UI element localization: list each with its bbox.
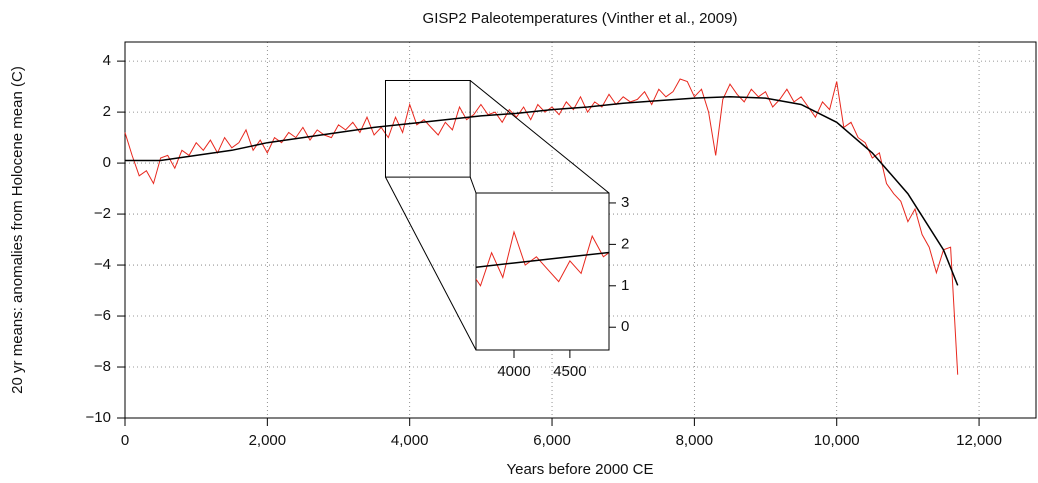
zoom-connector (385, 176, 477, 351)
y-tick-label: −4 (94, 256, 111, 273)
y-axis-label: 20 yr means: anomalies from Holocene mea… (9, 66, 26, 394)
inset-y-tick-label: 1 (621, 277, 629, 294)
x-axis-label: Years before 2000 CE (506, 461, 653, 478)
x-tick-label: 4,000 (391, 432, 429, 449)
inset-lines (476, 230, 609, 287)
data-line (125, 96, 959, 286)
y-tick-label: −2 (94, 205, 111, 222)
x-tick-label: 6,000 (533, 432, 571, 449)
inset-background (475, 192, 610, 351)
zoom-box (384, 79, 471, 178)
y-tick-label: −8 (94, 358, 111, 375)
x-tick-label: 0 (121, 432, 129, 449)
y-tick-label: −6 (94, 307, 111, 324)
y-tick-label: 0 (103, 154, 111, 171)
x-tick-label: 12,000 (956, 432, 1002, 449)
y-tick-label: 2 (103, 103, 111, 120)
x-tick-label: 2,000 (249, 432, 287, 449)
data-line (124, 78, 959, 375)
inset-y-tick-label: 2 (621, 235, 629, 252)
x-tick-label: 8,000 (676, 432, 714, 449)
chart-title: GISP2 Paleotemperatures (Vinther et al.,… (423, 10, 738, 27)
zoom-connector (469, 176, 477, 194)
inset-y-tick-label: 0 (621, 318, 629, 335)
zoom-connector (469, 80, 610, 194)
inset-x-tick-label: 4500 (553, 363, 586, 380)
inset-x-tick-label: 4000 (497, 363, 530, 380)
inset-line (476, 230, 609, 287)
x-tick-label: 10,000 (814, 432, 860, 449)
inset-line (476, 251, 609, 268)
y-tick-label: 4 (103, 52, 111, 69)
inset-y-tick-label: 3 (621, 194, 629, 211)
plot-frame (124, 41, 1037, 419)
y-tick-label: −10 (86, 409, 111, 426)
